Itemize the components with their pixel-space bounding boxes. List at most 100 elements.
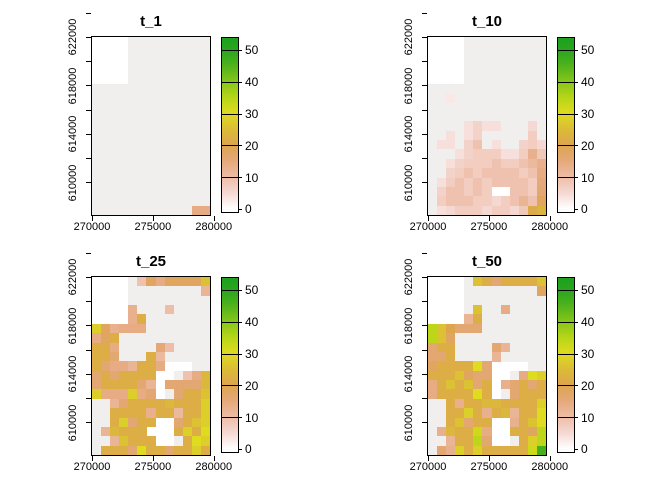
raster-cell [137,295,147,306]
raster-cell [191,445,202,455]
raster-cell [164,205,175,215]
raster-cell [536,186,546,197]
raster-cell [509,140,520,150]
legend-tick-label: 40 [245,315,259,330]
raster-cell [518,436,529,447]
raster-cell [527,158,538,169]
raster-cell [146,205,156,215]
raster-cell [182,196,193,207]
y-axis-tick [86,133,91,135]
raster-cell [509,408,520,418]
raster-cell [146,93,156,103]
raster-cell [518,37,529,47]
raster-cell [464,295,474,306]
raster-cell [191,65,202,75]
raster-cell [101,370,111,381]
raster-cell [446,196,456,207]
raster-cell [146,408,156,418]
raster-cell [500,333,511,343]
raster-cell [146,380,156,390]
raster-cell [491,102,501,113]
raster-cell [509,74,520,85]
legend-tick-label: 30 [245,107,259,121]
legend-tick-line [558,145,574,147]
raster-cell [200,55,210,66]
raster-cell [491,323,501,334]
raster-cell [482,323,492,334]
raster-cell [527,361,538,372]
raster-cell [200,205,210,215]
raster-cell [92,380,102,390]
raster-cell [173,351,184,362]
raster-cell [437,333,447,343]
raster-cell [173,398,184,409]
raster-cell [482,389,492,400]
raster-cell [146,295,156,306]
raster-cell [173,277,184,287]
panel-t-50: t_50 270000 275000 280000 622000 618000 61400… [336,240,672,480]
raster-cell [527,426,538,437]
raster-cell [200,277,210,287]
raster-cell [536,286,546,297]
raster-cell [482,426,492,437]
raster-cell [155,111,165,122]
legend-tick-line [558,289,574,291]
raster-cell [146,417,156,428]
raster-cell [473,65,483,75]
raster-cell [536,389,546,400]
x-axis-tick [488,216,490,221]
raster-cell [464,417,474,428]
raster-cell [536,323,546,334]
panel-title: t_1 [140,13,162,30]
raster-cell [482,102,492,113]
raster-cell [137,121,147,132]
raster-cell [110,196,120,207]
raster-cell [155,158,165,169]
raster-cell [473,196,483,207]
raster-cell [482,83,492,94]
raster-grid [92,37,210,215]
raster-cell [128,361,138,372]
raster-cell [92,417,102,428]
raster-cell [509,398,520,409]
raster-cell [464,83,474,94]
legend-tick-label: 50 [581,283,595,298]
raster-cell [128,305,138,315]
raster-cell [128,121,138,132]
raster-cell [191,205,202,215]
y-axis-tick [86,325,91,327]
raster-cell [200,305,210,315]
raster-cell [482,445,492,455]
raster-cell [473,55,483,66]
raster-cell [164,65,175,75]
raster-cell [200,342,210,353]
legend-tick-label: 0 [581,442,588,457]
raster-cell [182,295,193,306]
raster-cell [173,417,184,428]
raster-cell [464,389,474,400]
raster-cell [437,205,447,215]
legend-tick-label: 20 [581,138,595,153]
raster-cell [518,140,529,150]
raster-cell [518,398,529,409]
raster-cell [128,370,138,381]
y-axis-tick [422,36,427,38]
raster-cell [482,417,492,428]
raster-cell [455,426,465,437]
raster-cell [509,93,520,103]
y-tick-label: 618000 [403,307,415,345]
y-axis-tick [86,276,91,278]
raster-cell [473,130,483,141]
raster-cell [527,314,538,325]
raster-cell [92,177,102,188]
raster-cell [137,140,147,150]
raster-cell [482,286,492,297]
raster-cell [128,417,138,428]
raster-cell [119,323,129,334]
raster-cell [500,149,511,160]
raster-cell [509,314,520,325]
raster-cell [518,83,529,94]
raster-cell [509,305,520,315]
raster-cell [92,333,102,343]
raster-cell [128,445,138,455]
